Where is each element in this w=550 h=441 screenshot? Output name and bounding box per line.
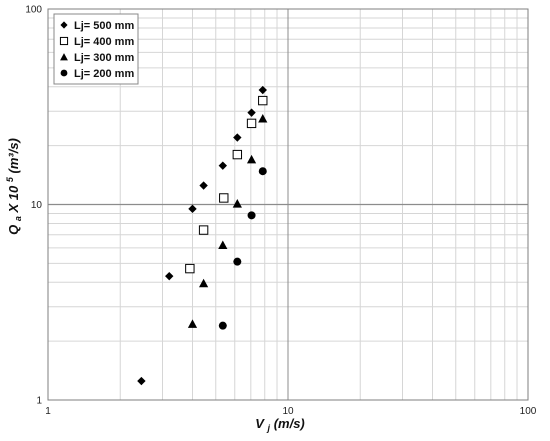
y-tick-label: 100 <box>25 5 42 16</box>
y-axis-label-multiplier: X 10 <box>6 185 21 214</box>
data-point-circle <box>233 257 242 266</box>
legend-marker-triangle <box>60 53 68 61</box>
x-axis-label-units: (m/s) <box>274 416 305 431</box>
y-tick-label: 1 <box>36 396 42 407</box>
y-tick-labels: 1 10 100 <box>25 5 42 407</box>
legend-label: Lj= 200 mm <box>74 68 134 80</box>
legend-label: Lj= 400 mm <box>74 36 134 48</box>
y-tick-label: 10 <box>31 200 43 211</box>
data-point-square-open <box>258 95 268 106</box>
x-axis-label-main: V <box>255 416 265 431</box>
data-point-triangle <box>218 240 228 249</box>
data-point-diamond <box>233 133 242 142</box>
data-point-square-open <box>219 193 229 203</box>
data-point-square-open <box>185 263 195 274</box>
x-axis-label: V j (m/s) <box>255 416 305 434</box>
x-tick-labels: 1 10 100 <box>45 406 537 417</box>
data-point-triangle <box>232 199 242 208</box>
x-tick-label: 100 <box>520 406 537 417</box>
data-point-triangle <box>258 114 268 123</box>
data-point-circle <box>218 321 227 330</box>
y-axis-label: Q a X 10 5 (m³/s) <box>1 138 24 235</box>
x-tick-label: 1 <box>45 406 51 417</box>
y-axis-label-units: (m³/s) <box>6 138 21 173</box>
legend-box <box>53 13 139 85</box>
y-axis-label-superscript: 5 <box>5 176 15 182</box>
data-point-diamond <box>137 376 146 386</box>
legend-marker-diamond <box>60 21 68 29</box>
major-gridlines <box>48 9 528 400</box>
data-point-square-open <box>198 225 209 235</box>
data-point-triangle <box>199 278 209 288</box>
data-point-triangle <box>187 319 198 328</box>
legend-label: Lj= 300 mm <box>74 52 134 64</box>
data-point-diamond <box>188 204 197 214</box>
y-axis-label-main: Q <box>6 225 21 235</box>
data-point-diamond <box>258 85 267 95</box>
legend-items: Lj= 500 mm Lj= 400 mm Lj= 300 mm Lj= 200 mm <box>59 20 134 80</box>
data-point-triangle <box>246 154 257 164</box>
y-axis-label-subscript: a <box>13 216 23 221</box>
data-point-diamond <box>218 161 228 170</box>
data-point-circle <box>258 167 267 176</box>
legend-label: Lj= 500 mm <box>74 20 134 32</box>
legend-marker-square-open <box>59 36 69 46</box>
data-point-diamond <box>247 108 256 117</box>
data-point-square-open <box>232 149 243 160</box>
data-point-square-open <box>246 118 257 129</box>
data-point-circle <box>247 211 256 220</box>
data-point-diamond <box>199 181 208 190</box>
legend: Lj= 500 mm Lj= 400 mm Lj= 300 mm Lj= 200 mm <box>53 13 139 85</box>
x-axis-label-subscript: j <box>267 423 271 433</box>
data-points <box>137 85 268 386</box>
data-point-diamond <box>165 271 174 281</box>
x-tick-label: 10 <box>282 406 294 417</box>
legend-marker-circle <box>60 69 68 77</box>
plot-area-border <box>47 8 529 401</box>
